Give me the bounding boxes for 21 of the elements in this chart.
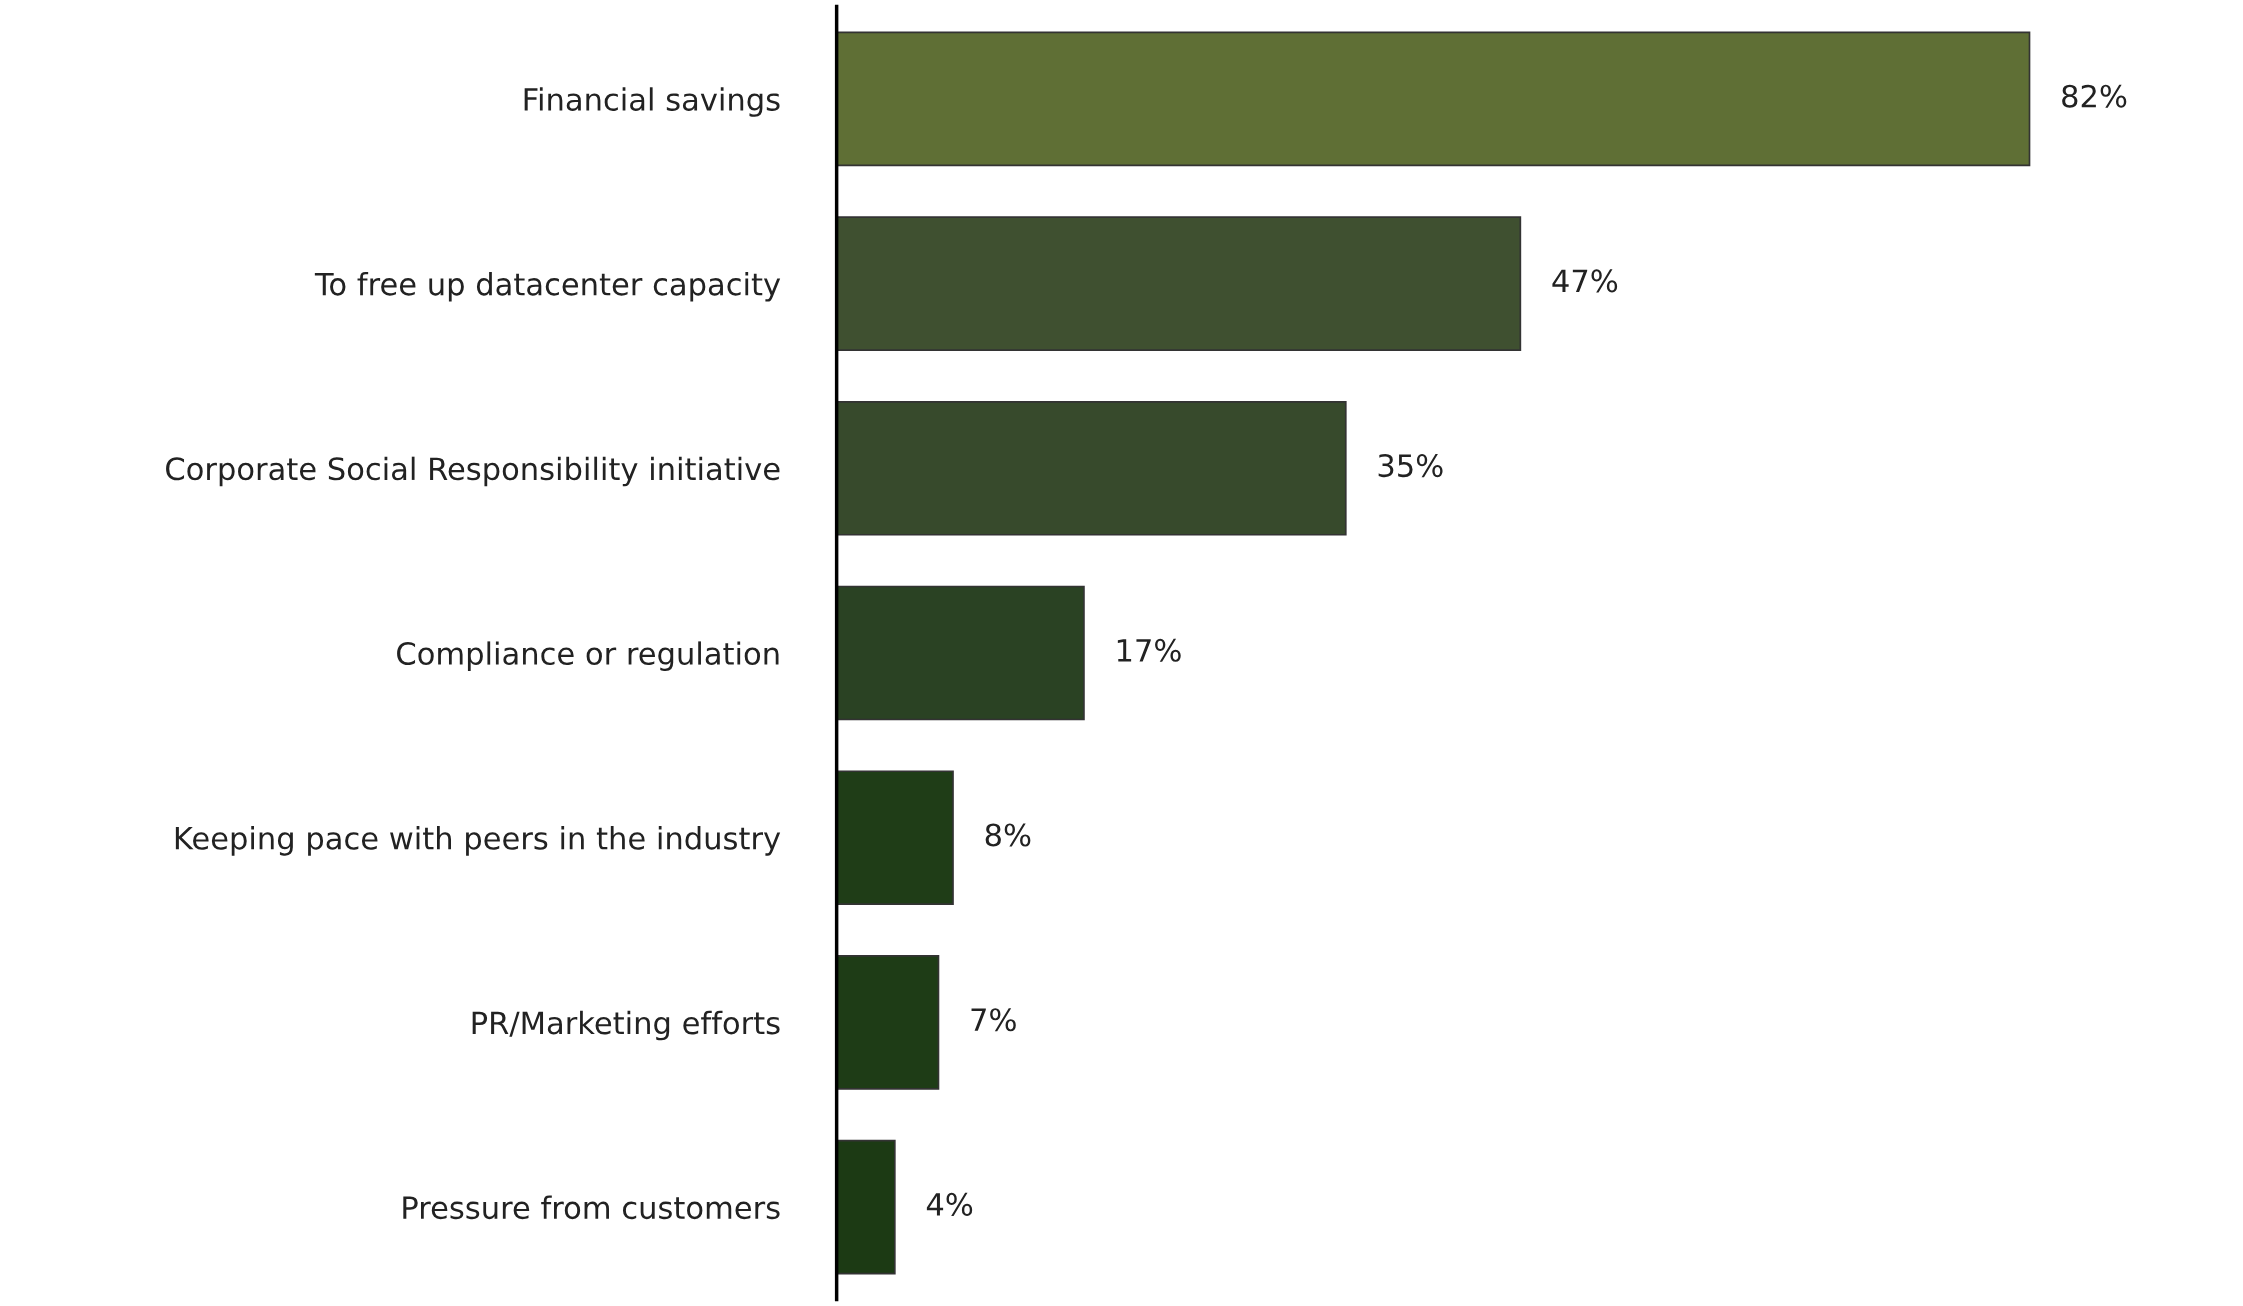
bar xyxy=(836,955,940,1090)
data-label: 4% xyxy=(926,1192,973,1216)
y-tick-label: Pressure from customers xyxy=(403,1195,780,1220)
y-tick-label: Compliance or regulation xyxy=(397,641,779,671)
data-label: 82% xyxy=(2062,84,2127,108)
y-tick-label: Financial savings xyxy=(524,87,780,117)
y-tick-label: Keeping pace with peers in the industry xyxy=(175,826,781,856)
bar xyxy=(836,400,1347,536)
data-label: 8% xyxy=(985,823,1031,847)
bar xyxy=(836,216,1522,351)
bar xyxy=(836,1139,896,1275)
data-label: 47% xyxy=(1552,269,1618,293)
bar xyxy=(836,31,2031,167)
y-tick-label: To free up datacenter capacity xyxy=(314,271,781,302)
bar xyxy=(836,585,1085,721)
bar xyxy=(836,770,954,906)
y-tick-label: PR/Marketing efforts xyxy=(472,1010,780,1041)
data-label: 7% xyxy=(971,1008,1016,1032)
y-tick-label: Corporate Social Responsibility initiative xyxy=(166,456,780,487)
data-label: 35% xyxy=(1378,454,1443,478)
data-label: 17% xyxy=(1117,638,1181,662)
